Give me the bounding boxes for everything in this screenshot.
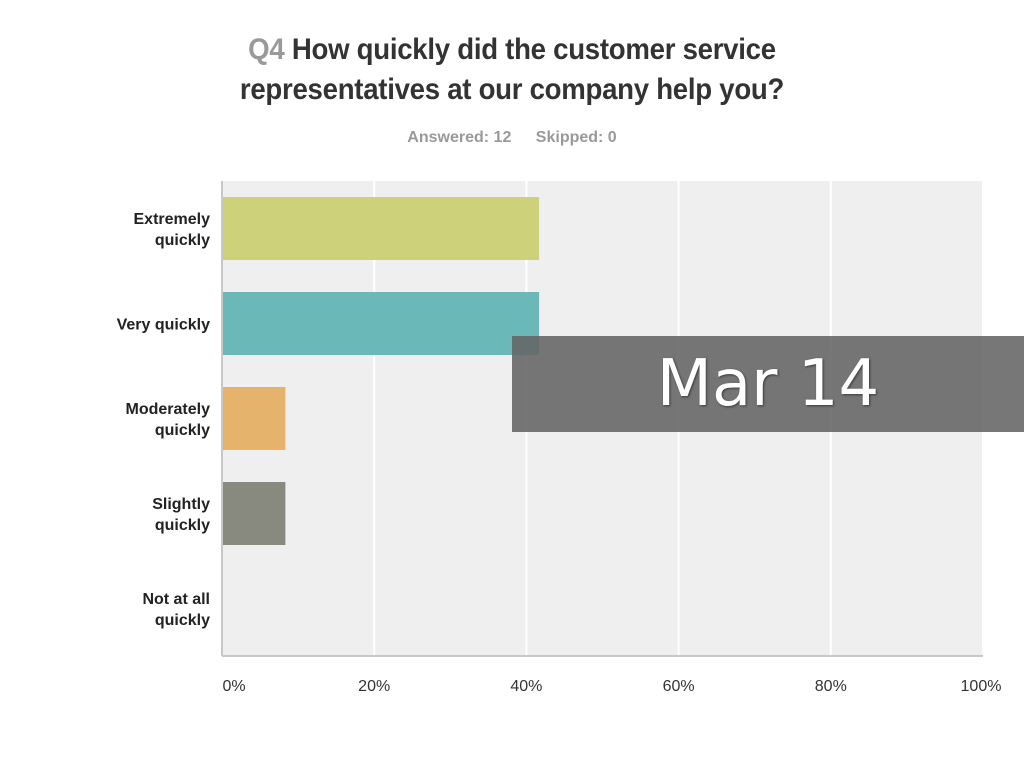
category-label: quickly [155, 517, 210, 534]
category-label: Slightly [152, 496, 210, 513]
category-label: Extremely [134, 211, 211, 228]
x-tick-label: 0% [222, 678, 245, 695]
bar [223, 292, 540, 355]
answered-count: Answered: 12 [407, 129, 512, 146]
category-label: quickly [155, 232, 210, 249]
question-text-line2: representatives at our company help you? [239, 73, 785, 106]
bar [223, 387, 286, 450]
x-tick-label: 80% [815, 678, 847, 695]
response-stats: Answered: 12 Skipped: 0 [0, 129, 1024, 147]
x-tick-label: 40% [510, 678, 542, 695]
category-label: quickly [155, 422, 210, 439]
category-label: Moderately [126, 401, 211, 418]
question-title: Q4 How quickly did the customer service … [41, 30, 983, 110]
category-label: Very quickly [117, 317, 210, 334]
question-number: Q4 [248, 33, 285, 66]
category-label: quickly [155, 612, 210, 629]
skipped-count: Skipped: 0 [535, 129, 617, 146]
category-label: Not at all [142, 591, 210, 608]
x-tick-label: 20% [358, 678, 390, 695]
question-text-line1: How quickly did the customer service [291, 33, 776, 66]
bar [223, 482, 286, 545]
date-overlay: Mar 14 [512, 336, 1024, 432]
x-tick-label: 100% [961, 678, 1002, 695]
x-tick-label: 60% [663, 678, 695, 695]
bar [223, 197, 540, 260]
date-label: Mar 14 [656, 347, 880, 421]
